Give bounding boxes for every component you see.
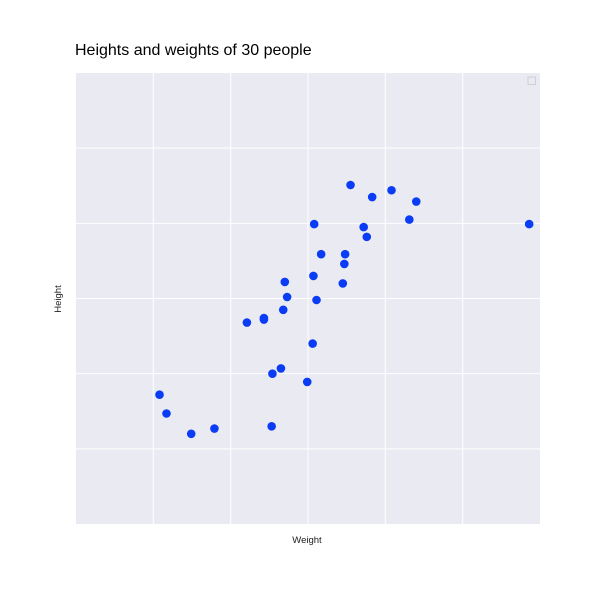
data-point bbox=[309, 219, 319, 229]
data-point bbox=[278, 305, 288, 315]
data-point bbox=[312, 295, 321, 305]
data-point bbox=[338, 279, 348, 288]
data-point bbox=[309, 271, 318, 281]
chart-title: Heights and weights of 30 people bbox=[75, 42, 312, 59]
grid bbox=[76, 73, 540, 524]
data-point bbox=[367, 192, 377, 202]
data-points bbox=[155, 180, 534, 439]
data-point bbox=[162, 409, 171, 418]
legend-box bbox=[527, 76, 536, 85]
data-point bbox=[302, 377, 312, 387]
data-point bbox=[268, 369, 277, 378]
data-point bbox=[346, 180, 355, 190]
data-point bbox=[267, 421, 276, 431]
data-point bbox=[210, 424, 219, 433]
data-point bbox=[359, 222, 368, 232]
data-point bbox=[308, 339, 317, 348]
data-point bbox=[362, 232, 372, 242]
data-point bbox=[186, 429, 196, 439]
data-point bbox=[276, 364, 286, 373]
x-axis-label: Weight bbox=[292, 535, 322, 546]
data-point bbox=[259, 313, 269, 323]
data-point bbox=[282, 292, 292, 302]
data-point bbox=[242, 318, 252, 327]
data-point bbox=[387, 185, 396, 195]
data-point bbox=[340, 249, 350, 259]
data-point bbox=[411, 197, 421, 206]
data-point bbox=[524, 219, 534, 229]
data-point bbox=[280, 277, 290, 287]
data-point bbox=[405, 215, 414, 224]
data-point bbox=[340, 259, 349, 269]
y-axis-label: Height bbox=[53, 285, 64, 313]
data-point bbox=[316, 249, 326, 259]
data-point bbox=[155, 390, 164, 400]
